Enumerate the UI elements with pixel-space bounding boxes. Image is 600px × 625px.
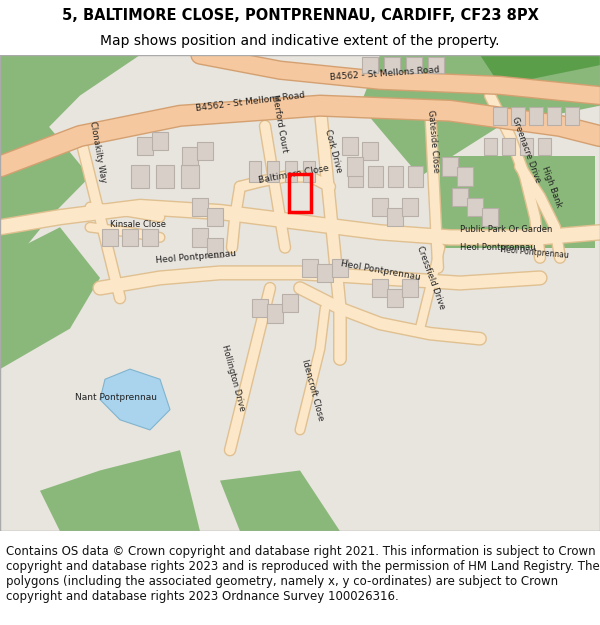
Bar [493, 107, 507, 125]
Text: Public Park Or Garden: Public Park Or Garden [460, 226, 553, 234]
Text: Heol Pontprennau: Heol Pontprennau [460, 242, 536, 251]
Bar [387, 208, 403, 226]
Polygon shape [0, 55, 140, 177]
Polygon shape [0, 116, 90, 278]
Bar [440, 156, 595, 248]
Text: Idencroft Close: Idencroft Close [300, 358, 325, 422]
Bar [372, 279, 388, 297]
Bar [192, 228, 208, 246]
Text: Map shows position and indicative extent of the property.: Map shows position and indicative extent… [100, 34, 500, 48]
Bar [267, 304, 283, 322]
Polygon shape [40, 450, 200, 531]
Bar [181, 166, 199, 188]
Text: Hollington Drive: Hollington Drive [220, 343, 247, 412]
Bar [282, 294, 298, 312]
Bar [388, 166, 403, 187]
Bar [285, 161, 297, 182]
Bar [482, 208, 498, 226]
Text: High Bank: High Bank [540, 165, 563, 209]
Text: Heol Pontprennau: Heol Pontprennau [155, 249, 236, 265]
Bar [152, 132, 168, 150]
Bar [529, 107, 543, 125]
Bar [347, 158, 363, 176]
Bar [182, 148, 198, 166]
Bar [207, 208, 223, 226]
Bar [249, 161, 261, 182]
Text: Heol Pontprennau: Heol Pontprennau [500, 245, 569, 259]
Bar [407, 166, 422, 187]
Polygon shape [0, 228, 100, 369]
Text: Kinsale Close: Kinsale Close [110, 220, 166, 229]
Bar [484, 138, 497, 155]
Bar [197, 142, 213, 161]
Text: Clonakilty Way: Clonakilty Way [88, 121, 107, 184]
Bar [428, 57, 444, 73]
Bar [131, 166, 149, 188]
Polygon shape [480, 55, 600, 86]
Text: Greenacre Drive: Greenacre Drive [510, 116, 542, 184]
Bar [207, 238, 223, 257]
Bar [289, 174, 311, 212]
Text: Cressfield Drive: Cressfield Drive [415, 244, 446, 311]
Bar [303, 161, 315, 182]
Bar [538, 138, 551, 155]
Bar [362, 142, 378, 161]
Bar [402, 279, 418, 297]
Bar [137, 137, 153, 156]
Bar [520, 138, 533, 155]
Bar [122, 229, 138, 246]
Bar [367, 166, 383, 187]
Text: Cork Drive: Cork Drive [323, 128, 343, 174]
Bar [156, 166, 174, 188]
Bar [252, 299, 268, 318]
Bar [467, 198, 483, 216]
Text: Contains OS data © Crown copyright and database right 2021. This information is : Contains OS data © Crown copyright and d… [6, 545, 600, 603]
Text: Heol Pontprennau: Heol Pontprennau [340, 259, 421, 282]
Bar [547, 107, 561, 125]
Bar [142, 229, 158, 246]
Bar [192, 198, 208, 216]
Bar [502, 138, 515, 155]
Bar [442, 158, 458, 176]
Bar [342, 137, 358, 156]
Bar [402, 198, 418, 216]
Text: Merford Court: Merford Court [270, 94, 289, 153]
Text: Nant Pontprennau: Nant Pontprennau [75, 392, 157, 401]
Bar [372, 198, 388, 216]
Text: Baltimore Close: Baltimore Close [258, 163, 330, 184]
Polygon shape [0, 55, 120, 106]
Bar [102, 229, 118, 246]
Bar [384, 57, 400, 73]
Text: B4562 - St Mellons Road: B4562 - St Mellons Road [195, 91, 305, 112]
Bar [457, 168, 473, 186]
Bar [302, 259, 318, 277]
Bar [267, 161, 279, 182]
Bar [362, 57, 378, 73]
Bar [565, 107, 579, 125]
Polygon shape [220, 471, 340, 531]
Bar [452, 188, 468, 206]
Bar [347, 166, 362, 187]
Polygon shape [360, 55, 600, 177]
Polygon shape [100, 369, 170, 430]
Bar [332, 259, 348, 277]
Bar [511, 107, 525, 125]
Bar [406, 57, 422, 73]
Text: 5, BALTIMORE CLOSE, PONTPRENNAU, CARDIFF, CF23 8PX: 5, BALTIMORE CLOSE, PONTPRENNAU, CARDIFF… [62, 8, 538, 23]
Text: Gateside Close: Gateside Close [426, 110, 440, 174]
Text: B4562 - St Mellons Road: B4562 - St Mellons Road [330, 66, 440, 82]
Bar [387, 289, 403, 308]
Bar [317, 264, 333, 282]
